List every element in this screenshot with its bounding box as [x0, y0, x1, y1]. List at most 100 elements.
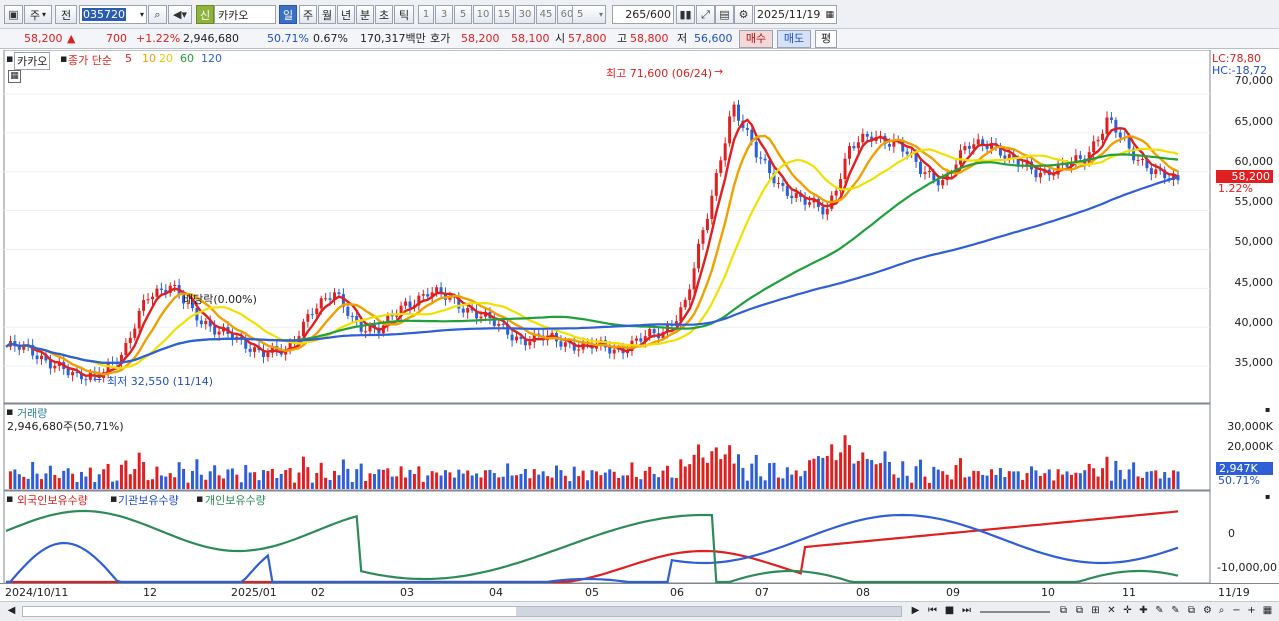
scrollbar-thumb[interactable] — [516, 607, 901, 616]
rewind-icon[interactable]: ⏮ — [928, 605, 937, 616]
tab-tick[interactable]: 틱 — [394, 5, 414, 24]
chevron-down-icon[interactable]: ▾ — [139, 10, 144, 19]
interval-15-button[interactable]: 15 — [494, 5, 514, 24]
volume-bar — [905, 475, 909, 489]
volume-bar — [88, 467, 92, 489]
stock-name-field[interactable]: 카카오 — [214, 5, 276, 24]
candle — [750, 129, 754, 142]
interval-10-button[interactable]: 10 — [473, 5, 493, 24]
grid-icon[interactable]: ▦ — [1262, 605, 1273, 616]
volume-bar — [444, 470, 447, 489]
candle — [40, 355, 44, 360]
interval-3-button[interactable]: 3 — [435, 5, 453, 24]
candle — [927, 171, 931, 173]
code-input[interactable]: 035720 ▾ — [79, 5, 147, 24]
play-icon[interactable]: ⏭ — [962, 605, 971, 616]
volume-bar — [883, 451, 887, 489]
volume-bar — [53, 474, 57, 489]
grid-toggle-icon[interactable]: ▦ — [8, 70, 21, 83]
draw-icon[interactable]: ✎ — [1155, 605, 1164, 616]
volume-bar — [665, 465, 669, 489]
window-menu-icon[interactable]: ▣ — [4, 5, 23, 24]
chart-area[interactable]: ▪ 카카오 ▪ 종가 단순 5 10 20 60 120 ▦ 최고 71,600… — [0, 50, 1279, 601]
tab-minute-label: 분 — [359, 8, 371, 22]
volume-bar — [324, 477, 328, 489]
price-panel-title[interactable]: 카카오 — [14, 52, 51, 70]
copy-icon[interactable]: ⧉ — [1187, 605, 1196, 616]
candle — [66, 369, 70, 376]
candle — [847, 146, 851, 159]
current-price-tag: 58,200 — [1216, 170, 1273, 183]
panel-close-icon[interactable]: ▪ — [1265, 492, 1271, 501]
zoom-icon[interactable]: ⌕ — [1218, 605, 1225, 616]
tab-week[interactable]: 주 — [299, 5, 317, 24]
split-icon[interactable]: ⧉ — [1075, 605, 1084, 616]
low-label: 저 — [677, 32, 688, 45]
candle — [319, 298, 323, 309]
calendar-icon[interactable]: ▦ — [825, 9, 834, 20]
tab-year[interactable]: 년 — [337, 5, 355, 24]
candle — [159, 288, 163, 290]
buy-button[interactable]: 매수 — [739, 30, 773, 48]
tab-month[interactable]: 월 — [318, 5, 336, 24]
volume-bar — [452, 477, 456, 489]
gear-icon[interactable]: ⚙ — [734, 5, 753, 24]
volume-bar — [1052, 480, 1056, 489]
grid-lines — [4, 93, 1210, 367]
interval-1-button[interactable]: 1 — [418, 5, 434, 24]
scroll-right-icon[interactable]: ▶ — [911, 605, 920, 616]
chart-type-icon[interactable]: ▮▮ — [676, 5, 695, 24]
interval-5-button[interactable]: 5 — [454, 5, 472, 24]
volume-bar — [182, 468, 186, 489]
candle — [510, 334, 514, 341]
low-arrow-icon: ← — [93, 373, 103, 386]
cross-icon[interactable]: ✚ — [1139, 605, 1148, 616]
volume-bar — [319, 462, 323, 489]
settings-icon[interactable]: ⚙ — [1203, 605, 1212, 616]
scrollbar-track[interactable] — [22, 606, 902, 617]
volume-bar — [985, 475, 989, 489]
candle — [870, 136, 874, 142]
tab-second[interactable]: 초 — [375, 5, 393, 24]
tab-minute[interactable]: 분 — [356, 5, 374, 24]
range-field[interactable]: 265/600 — [612, 5, 674, 24]
sell-button[interactable]: 매도 — [777, 30, 811, 48]
candle — [497, 323, 501, 326]
layout-icon[interactable]: ⧉ — [1059, 605, 1068, 616]
interval-45-button[interactable]: 45 — [536, 5, 556, 24]
prev-button[interactable]: 전 — [55, 5, 77, 24]
move-icon[interactable]: ✛ — [1123, 605, 1132, 616]
speaker-icon[interactable]: ◀▾ — [168, 5, 192, 24]
scroll-left-icon[interactable]: ◀ — [7, 605, 16, 616]
candle — [1145, 159, 1149, 169]
interval-30-button[interactable]: 30 — [515, 5, 535, 24]
chart-canvas[interactable] — [0, 50, 1279, 601]
count-select[interactable]: 5 ▾ — [572, 5, 606, 24]
period-select[interactable]: 주 ▾ — [24, 5, 52, 24]
chart-icon[interactable]: ⊞ — [1091, 605, 1100, 616]
candle — [213, 326, 217, 335]
zoom-out-icon[interactable]: − — [1232, 605, 1241, 616]
panel-close-icon[interactable]: ▪ — [1265, 405, 1271, 414]
high-label: 고 — [617, 32, 628, 45]
candle — [923, 172, 927, 174]
candle — [364, 331, 368, 333]
pen-icon[interactable]: ✎ — [1171, 605, 1180, 616]
volume-bar — [1030, 466, 1033, 489]
zoom-slider[interactable] — [980, 611, 1050, 613]
eval-button[interactable]: 평 — [815, 30, 837, 48]
save-icon[interactable]: ▤ — [715, 5, 734, 24]
date-field[interactable]: 2025/11/19 ▦ — [754, 5, 837, 24]
zoom-in-icon[interactable]: + — [1247, 605, 1256, 616]
panel-menu-icon[interactable]: ▪ — [6, 52, 14, 65]
volume-bar — [204, 479, 208, 489]
trendline-icon[interactable]: ⤢ — [696, 5, 715, 24]
search-icon[interactable]: ⌕ — [148, 5, 167, 24]
volume-bar — [972, 470, 976, 489]
volume-bar — [745, 480, 749, 489]
crosshair-icon[interactable]: ✕ — [1107, 605, 1116, 616]
candle — [1109, 117, 1113, 120]
candle — [430, 292, 434, 297]
stop-icon[interactable]: ■ — [944, 605, 955, 616]
tab-day[interactable]: 일 — [279, 5, 297, 24]
